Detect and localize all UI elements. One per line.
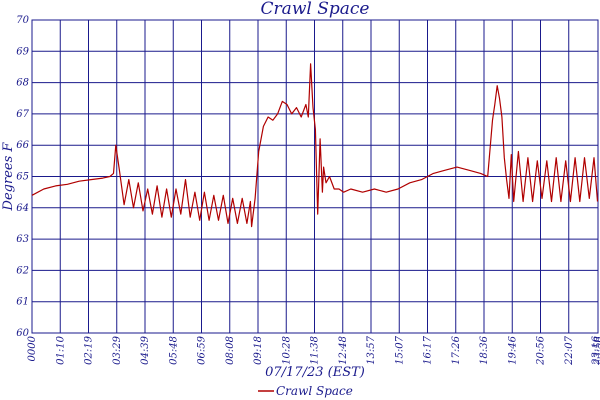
x-tick-label: 10:28 (281, 336, 292, 365)
x-tick-label: 12:48 (338, 336, 349, 365)
x-tick-label: 23:58 (593, 336, 600, 366)
x-tick-label: 15:07 (394, 335, 405, 364)
x-tick-label: 0000 (27, 335, 38, 361)
x-tick-label: 02:19 (84, 335, 95, 364)
legend-label: Crawl Space (276, 384, 353, 398)
y-tick-label: 61 (16, 297, 29, 308)
x-tick-label: 13:57 (366, 335, 377, 364)
y-tick-label: 68 (16, 78, 29, 89)
x-tick-label: 11:38 (310, 336, 321, 365)
y-axis-label: Degrees F (1, 142, 16, 212)
chart-title: Crawl Space (261, 0, 370, 19)
x-tick-label: 18:36 (479, 335, 490, 364)
legend: Crawl Space (258, 384, 353, 398)
x-tick-label: 08:08 (225, 336, 236, 365)
x-tick-label: 03:29 (112, 335, 123, 364)
x-axis-label: 07/17/23 (EST) (265, 365, 365, 380)
y-tick-label: 66 (16, 140, 29, 151)
x-tick-label: 04:39 (140, 335, 151, 364)
x-tick-label: 06:59 (197, 335, 208, 364)
y-tick-labels: 60 61 62 63 64 65 66 67 68 69 70 (16, 15, 29, 339)
y-tick-label: 60 (16, 328, 29, 339)
y-tick-label: 65 (16, 172, 29, 183)
series-line-crawl-space (31, 63, 599, 228)
x-tick-label: 01:10 (55, 335, 66, 364)
x-tick-label: 16:17 (423, 335, 434, 364)
y-tick-label: 69 (16, 46, 29, 57)
y-tick-label: 70 (16, 15, 29, 26)
y-tick-label: 64 (16, 203, 29, 214)
grid-layer (31, 19, 598, 334)
series-layer (31, 63, 599, 228)
x-tick-labels: 0000 01:10 02:19 03:29 04:39 05:48 06:59 08:08 0… (27, 335, 600, 365)
x-tick-label: 09:18 (253, 336, 264, 365)
y-tick-label: 62 (16, 265, 29, 276)
x-tick-label: 19:46 (507, 335, 518, 364)
x-tick-label: 20:56 (536, 335, 547, 365)
x-tick-label: 22:07 (564, 335, 575, 365)
x-tick-label: 23:16 (591, 335, 600, 365)
plot-frame (31, 19, 599, 334)
y-tick-label: 67 (16, 109, 29, 120)
x-tick-label: 05:48 (168, 336, 179, 365)
x-tick-label: 17:26 (451, 335, 462, 364)
y-tick-label: 63 (16, 234, 29, 245)
